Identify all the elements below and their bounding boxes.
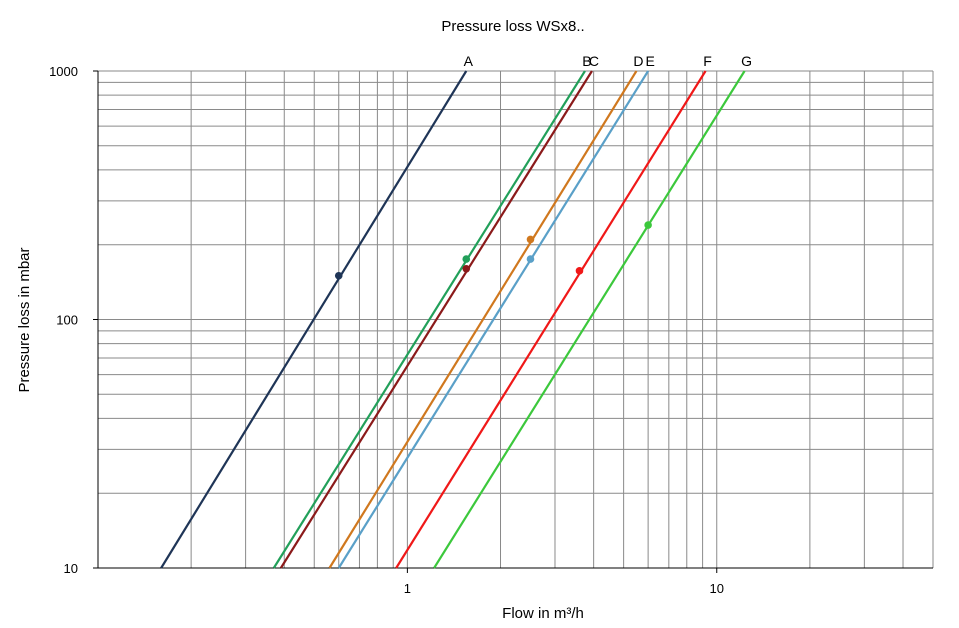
series-line-e	[337, 70, 650, 569]
y-axis-label: Pressure loss in mbar	[16, 247, 33, 392]
chart-title: Pressure loss WSx8..	[441, 18, 584, 35]
series-label-b: B	[582, 53, 591, 69]
series-line-d	[328, 70, 638, 569]
series-label-c: C	[589, 53, 599, 69]
series-line-a	[160, 70, 468, 569]
series-marker-d	[526, 235, 535, 244]
y-tick-label: 1000	[49, 64, 78, 79]
x-tick-label: 1	[404, 581, 411, 596]
series-line-b	[272, 70, 586, 569]
series-label-f: F	[703, 53, 712, 69]
series-marker-b	[462, 255, 471, 263]
series-label-d: D	[633, 53, 643, 69]
series-label-a: A	[464, 53, 474, 69]
series-marker-a	[334, 271, 343, 280]
axes	[93, 70, 933, 573]
series-line-f	[395, 70, 707, 569]
series-label-g: G	[741, 53, 752, 69]
series-line-c	[279, 70, 593, 569]
y-tick-label: 100	[56, 313, 78, 328]
series-lines	[160, 70, 746, 569]
grid	[97, 70, 934, 569]
series-marker-g	[644, 221, 652, 229]
series-marker-f	[575, 267, 584, 275]
series-marker-e	[526, 255, 535, 263]
x-axis-label: Flow in m³/h	[502, 605, 584, 622]
series-label-e: E	[645, 53, 654, 69]
series-line-g	[433, 70, 746, 569]
series-marker-c	[462, 264, 471, 273]
x-tick-label: 10	[710, 581, 724, 596]
y-tick-label: 10	[64, 561, 78, 576]
labels: 1 10 10 100 1000 A BC D E F G	[49, 53, 752, 596]
